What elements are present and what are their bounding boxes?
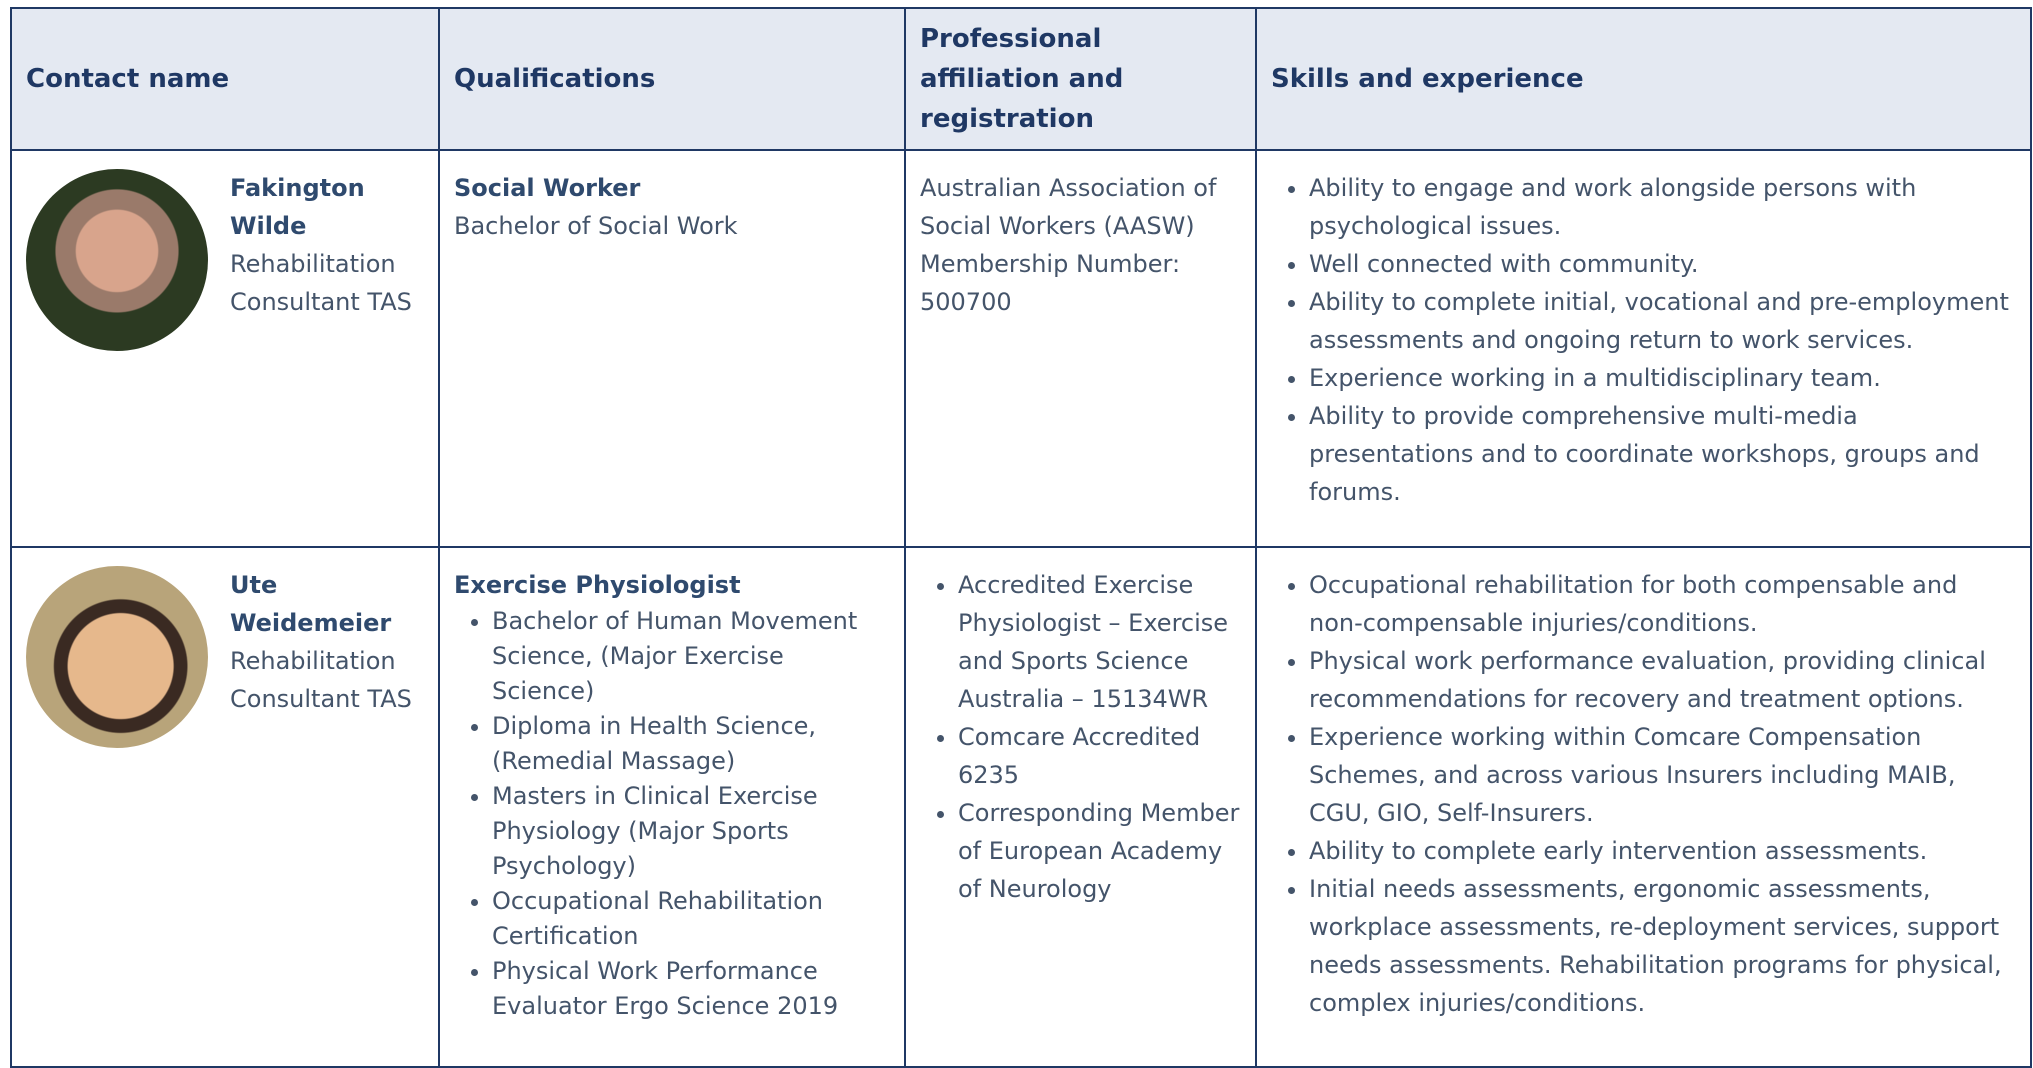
- qualification: Bachelor of Social Work: [454, 212, 738, 240]
- list-item: Diploma in Health Science, (Remedial Mas…: [492, 709, 890, 779]
- list-item: Experience working in a multidisciplinar…: [1309, 359, 2016, 397]
- header-cell: Skills and experience: [1255, 7, 2032, 151]
- list-item: Physical Work Performance Evaluator Ergo…: [492, 954, 890, 1024]
- affiliation: Australian Association of Social Workers…: [920, 174, 1217, 316]
- contact: Ute Weidemeier Rehabilitation Consultant …: [26, 566, 424, 748]
- list-item: Masters in Clinical Exercise Physiology …: [492, 779, 890, 884]
- photo: [26, 566, 208, 748]
- bullet-list: Bachelor of Human Movement Science, (Maj…: [454, 604, 890, 1024]
- table-body: Fakington Wilde Rehabilitation Consultant…: [10, 149, 2032, 1068]
- list-item: Ability to complete initial, vocational …: [1309, 283, 2016, 359]
- list-item: Well connected with community.: [1309, 245, 2016, 283]
- list-item: Ability to complete early intervention a…: [1309, 832, 2016, 870]
- list-item: Occupational Rehabilitation Certificatio…: [492, 884, 890, 954]
- contact-info: Fakington Wilde Rehabilitation Consultant…: [230, 169, 424, 351]
- header-cell: Professional affiliation and registratio…: [904, 7, 1257, 151]
- header-row: Contact name Qualifications Professional…: [10, 7, 2032, 151]
- bullet-list: Ability to engage and work alongside per…: [1271, 169, 2016, 511]
- list-item: Initial needs assessments, ergonomic ass…: [1309, 870, 2016, 1022]
- contact-info: Ute Weidemeier Rehabilitation Consultant …: [230, 566, 424, 748]
- contact: Fakington Wilde Rehabilitation Consultant…: [26, 169, 424, 351]
- contact-cell: Fakington Wilde Rehabilitation Consultant…: [10, 149, 440, 548]
- affiliation-cell: Australian Association of Social Workers…: [904, 149, 1257, 548]
- list-item: Physical work performance evaluation, pr…: [1309, 642, 2016, 718]
- contact-role: Rehabilitation Consultant TAS: [230, 647, 412, 713]
- qualification-title: Social Worker: [454, 174, 641, 202]
- list-item: Ability to provide comprehensive multi-m…: [1309, 397, 2016, 511]
- contact-name: Ute Weidemeier: [230, 571, 392, 637]
- list-item: Occupational rehabilitation for both com…: [1309, 566, 2016, 642]
- bullet-list: Occupational rehabilitation for both com…: [1271, 566, 2016, 1022]
- list-item: Comcare Accredited 6235: [958, 718, 1241, 794]
- contact-role: Rehabilitation Consultant TAS: [230, 250, 412, 316]
- bullet-list: Accredited Exercise Physiologist – Exerc…: [920, 566, 1241, 908]
- list-item: Ability to engage and work alongside per…: [1309, 169, 2016, 245]
- list-item: Accredited Exercise Physiologist – Exerc…: [958, 566, 1241, 718]
- list-item: Corresponding Member of European Academy…: [958, 794, 1241, 908]
- list-item: Experience working within Comcare Compen…: [1309, 718, 2016, 832]
- header-cell: Qualifications: [438, 7, 906, 151]
- contact-cell: Ute Weidemeier Rehabilitation Consultant …: [10, 546, 440, 1068]
- contacts-table: Contact name Qualifications Professional…: [10, 7, 2032, 1068]
- table-row: Ute Weidemeier Rehabilitation Consultant …: [10, 546, 2032, 1068]
- photo: [26, 169, 208, 351]
- contact-name: Fakington Wilde: [230, 174, 365, 240]
- list-item: Bachelor of Human Movement Science, (Maj…: [492, 604, 890, 709]
- skills-cell: Occupational rehabilitation for both com…: [1255, 546, 2032, 1068]
- qualifications-cell: Exercise Physiologist Bachelor of Human M…: [438, 546, 906, 1068]
- table-row: Fakington Wilde Rehabilitation Consultant…: [10, 149, 2032, 548]
- qualification-title: Exercise Physiologist: [454, 571, 741, 599]
- header-cell: Contact name: [10, 7, 440, 151]
- affiliation-cell: Accredited Exercise Physiologist – Exerc…: [904, 546, 1257, 1068]
- qualifications-cell: Social Worker Bachelor of Social Work: [438, 149, 906, 548]
- skills-cell: Ability to engage and work alongside per…: [1255, 149, 2032, 548]
